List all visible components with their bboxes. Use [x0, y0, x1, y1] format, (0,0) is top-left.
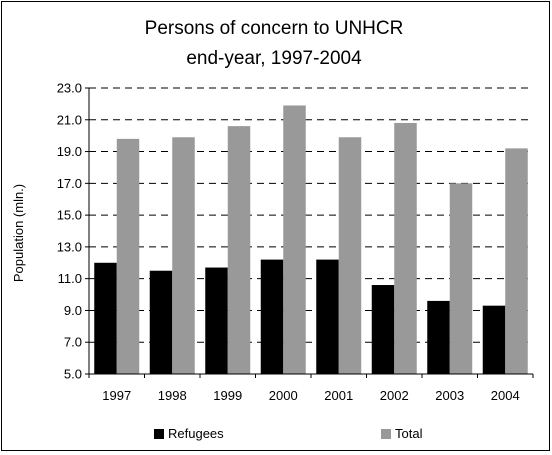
bar-total-2002 — [394, 122, 417, 374]
x-axis-ticks: 1997 1998 1999 2000 2001 2002 2003 2004 — [88, 374, 534, 403]
chart-title-line-1: Persons of concern to UNHCR — [145, 18, 404, 39]
chart-title: Persons of concern to UNHCR end-year, 19… — [145, 18, 404, 69]
y-axis-label: Population (mln.) — [11, 184, 26, 282]
x-tick-label: 2002 — [380, 388, 409, 403]
y-tick-label: 15.0 — [57, 208, 82, 223]
bar-refugees-1997 — [94, 262, 117, 374]
x-tick-label: 2004 — [491, 388, 520, 403]
x-tick-label: 1997 — [102, 388, 131, 403]
bar-total-2001 — [338, 137, 362, 374]
bar-total-1998 — [172, 137, 195, 374]
chart-title-line-2: end-year, 1997-2004 — [186, 48, 362, 69]
y-tick-label: 23.0 — [57, 81, 82, 96]
bars — [94, 105, 528, 374]
y-tick-label: 9.0 — [64, 303, 82, 318]
bar-total-2000 — [283, 105, 306, 374]
bar-refugees-2000 — [260, 259, 284, 374]
x-tick-label: 1998 — [158, 388, 187, 403]
legend-label-refugees: Refugees — [168, 426, 224, 441]
x-tick-label: 2000 — [269, 388, 298, 403]
x-tick-label: 2003 — [435, 388, 464, 403]
legend-swatch-refugees — [154, 429, 164, 439]
bar-chart: Persons of concern to UNHCR end-year, 19… — [11, 18, 534, 441]
bar-total-2004 — [505, 148, 528, 374]
bar-total-1999 — [227, 126, 251, 374]
bar-total-2003 — [449, 183, 473, 374]
bar-refugees-1998 — [149, 270, 173, 374]
bar-refugees-2003 — [427, 300, 450, 374]
y-axis-ticks: 5.0 7.0 9.0 11.0 13.0 15.0 17.0 19.0 21.0 23.0 — [57, 81, 89, 382]
bar-refugees-2002 — [371, 285, 395, 374]
bar-refugees-1999 — [205, 267, 228, 374]
y-tick-label: 19.0 — [57, 144, 82, 159]
bar-total-1997 — [116, 138, 140, 374]
y-tick-label: 5.0 — [64, 367, 82, 382]
x-tick-label: 1999 — [213, 388, 242, 403]
y-tick-label: 7.0 — [64, 335, 82, 350]
legend: Refugees Total — [154, 426, 423, 441]
bar-refugees-2004 — [482, 305, 506, 374]
y-tick-label: 17.0 — [57, 176, 82, 191]
legend-swatch-total — [381, 429, 391, 439]
y-tick-label: 11.0 — [58, 271, 82, 286]
y-tick-label: 21.0 — [57, 112, 82, 127]
bar-refugees-2001 — [316, 259, 339, 374]
legend-label-total: Total — [395, 426, 423, 441]
y-tick-label: 13.0 — [57, 239, 82, 254]
x-tick-label: 2001 — [324, 388, 353, 403]
